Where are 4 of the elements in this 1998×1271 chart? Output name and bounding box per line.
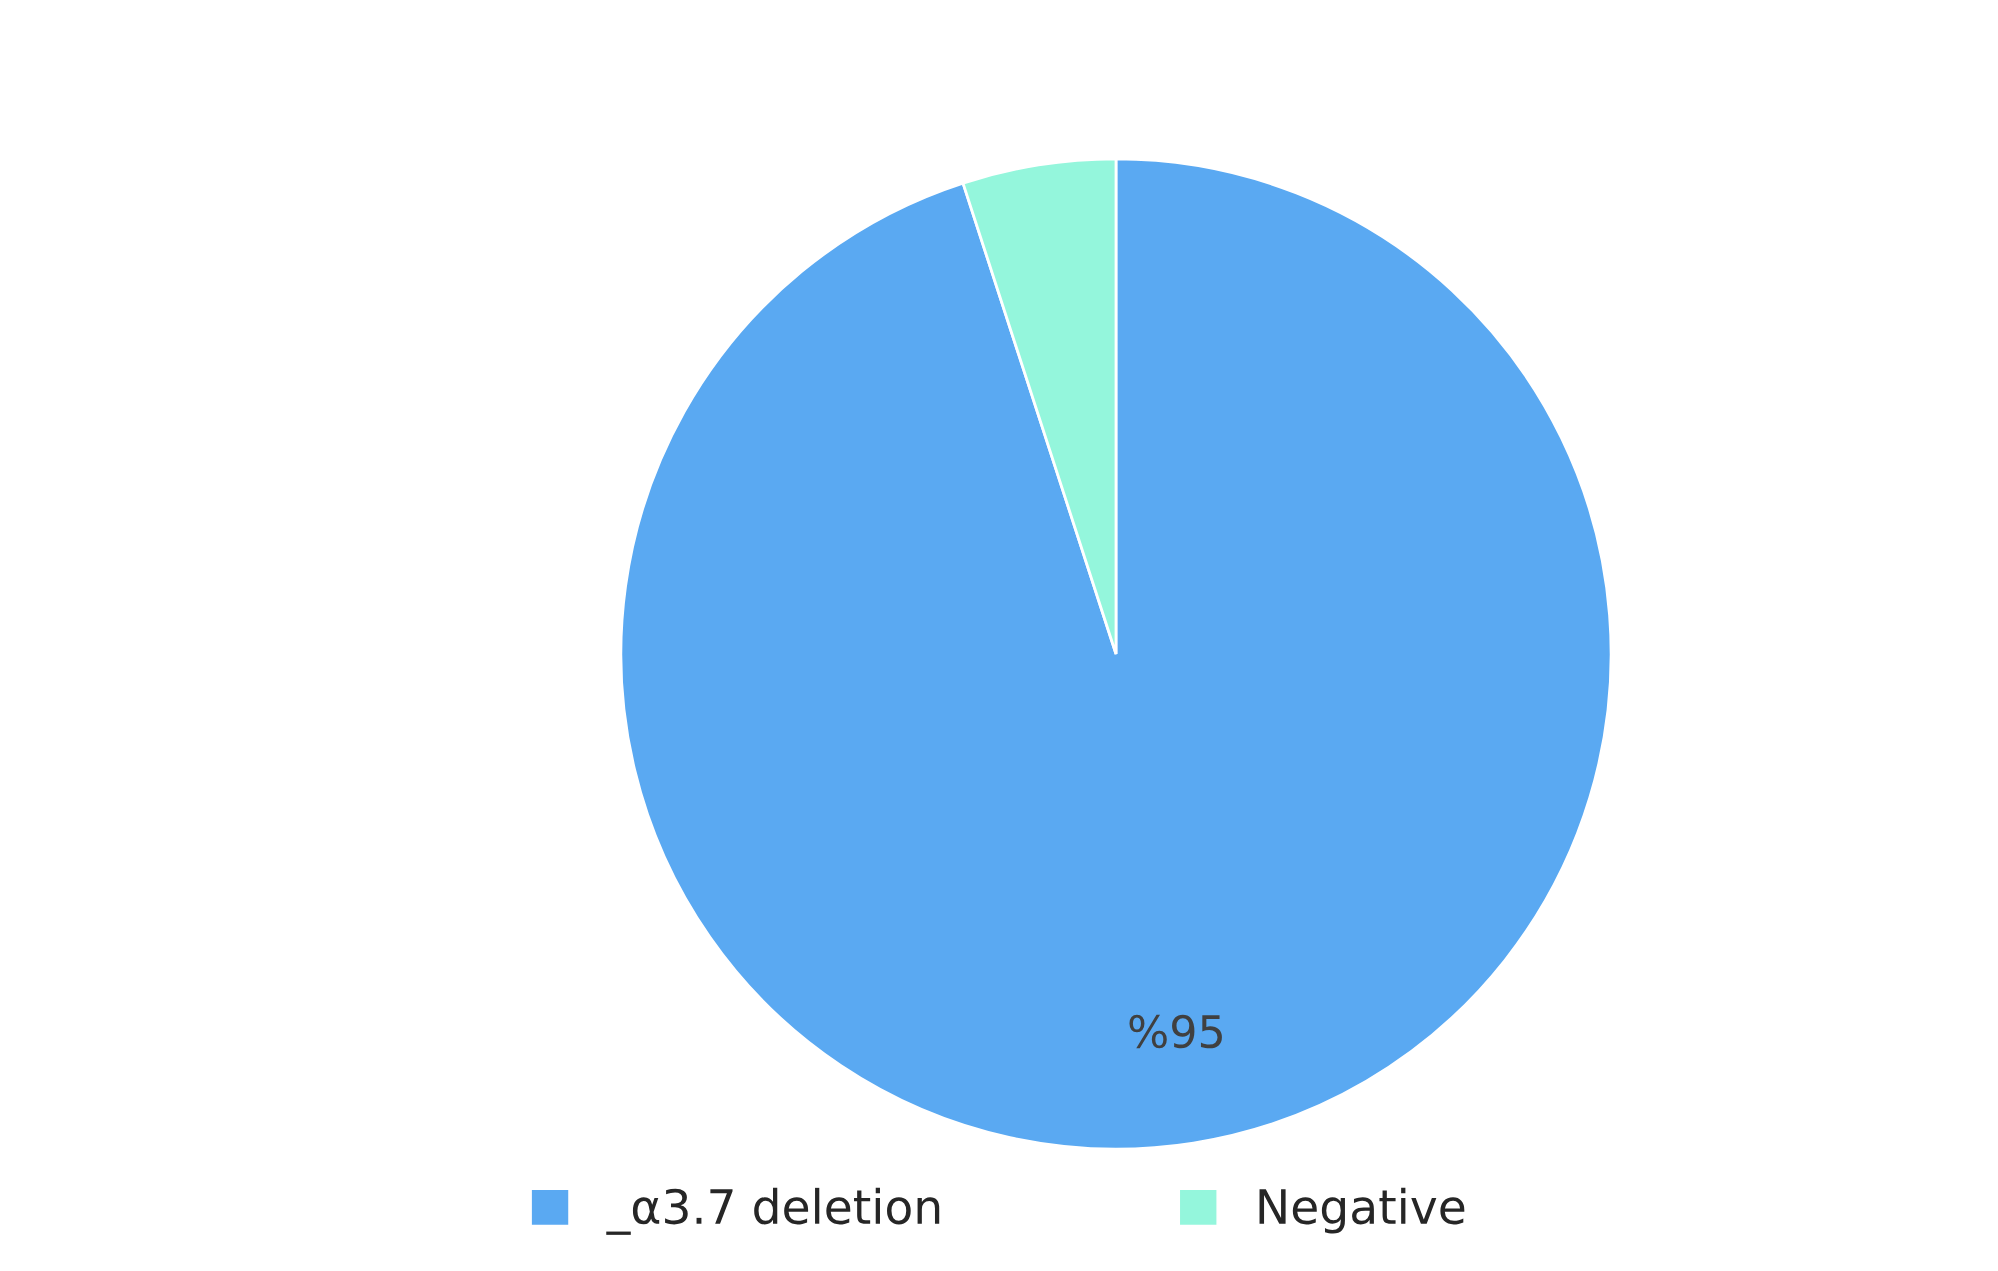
pie-slice [619,157,1613,1151]
legend-label: _α3.7 deletion [606,1187,940,1235]
data-label: %95 [1129,1014,1222,1049]
legend-label: Negative [1259,1187,1465,1234]
